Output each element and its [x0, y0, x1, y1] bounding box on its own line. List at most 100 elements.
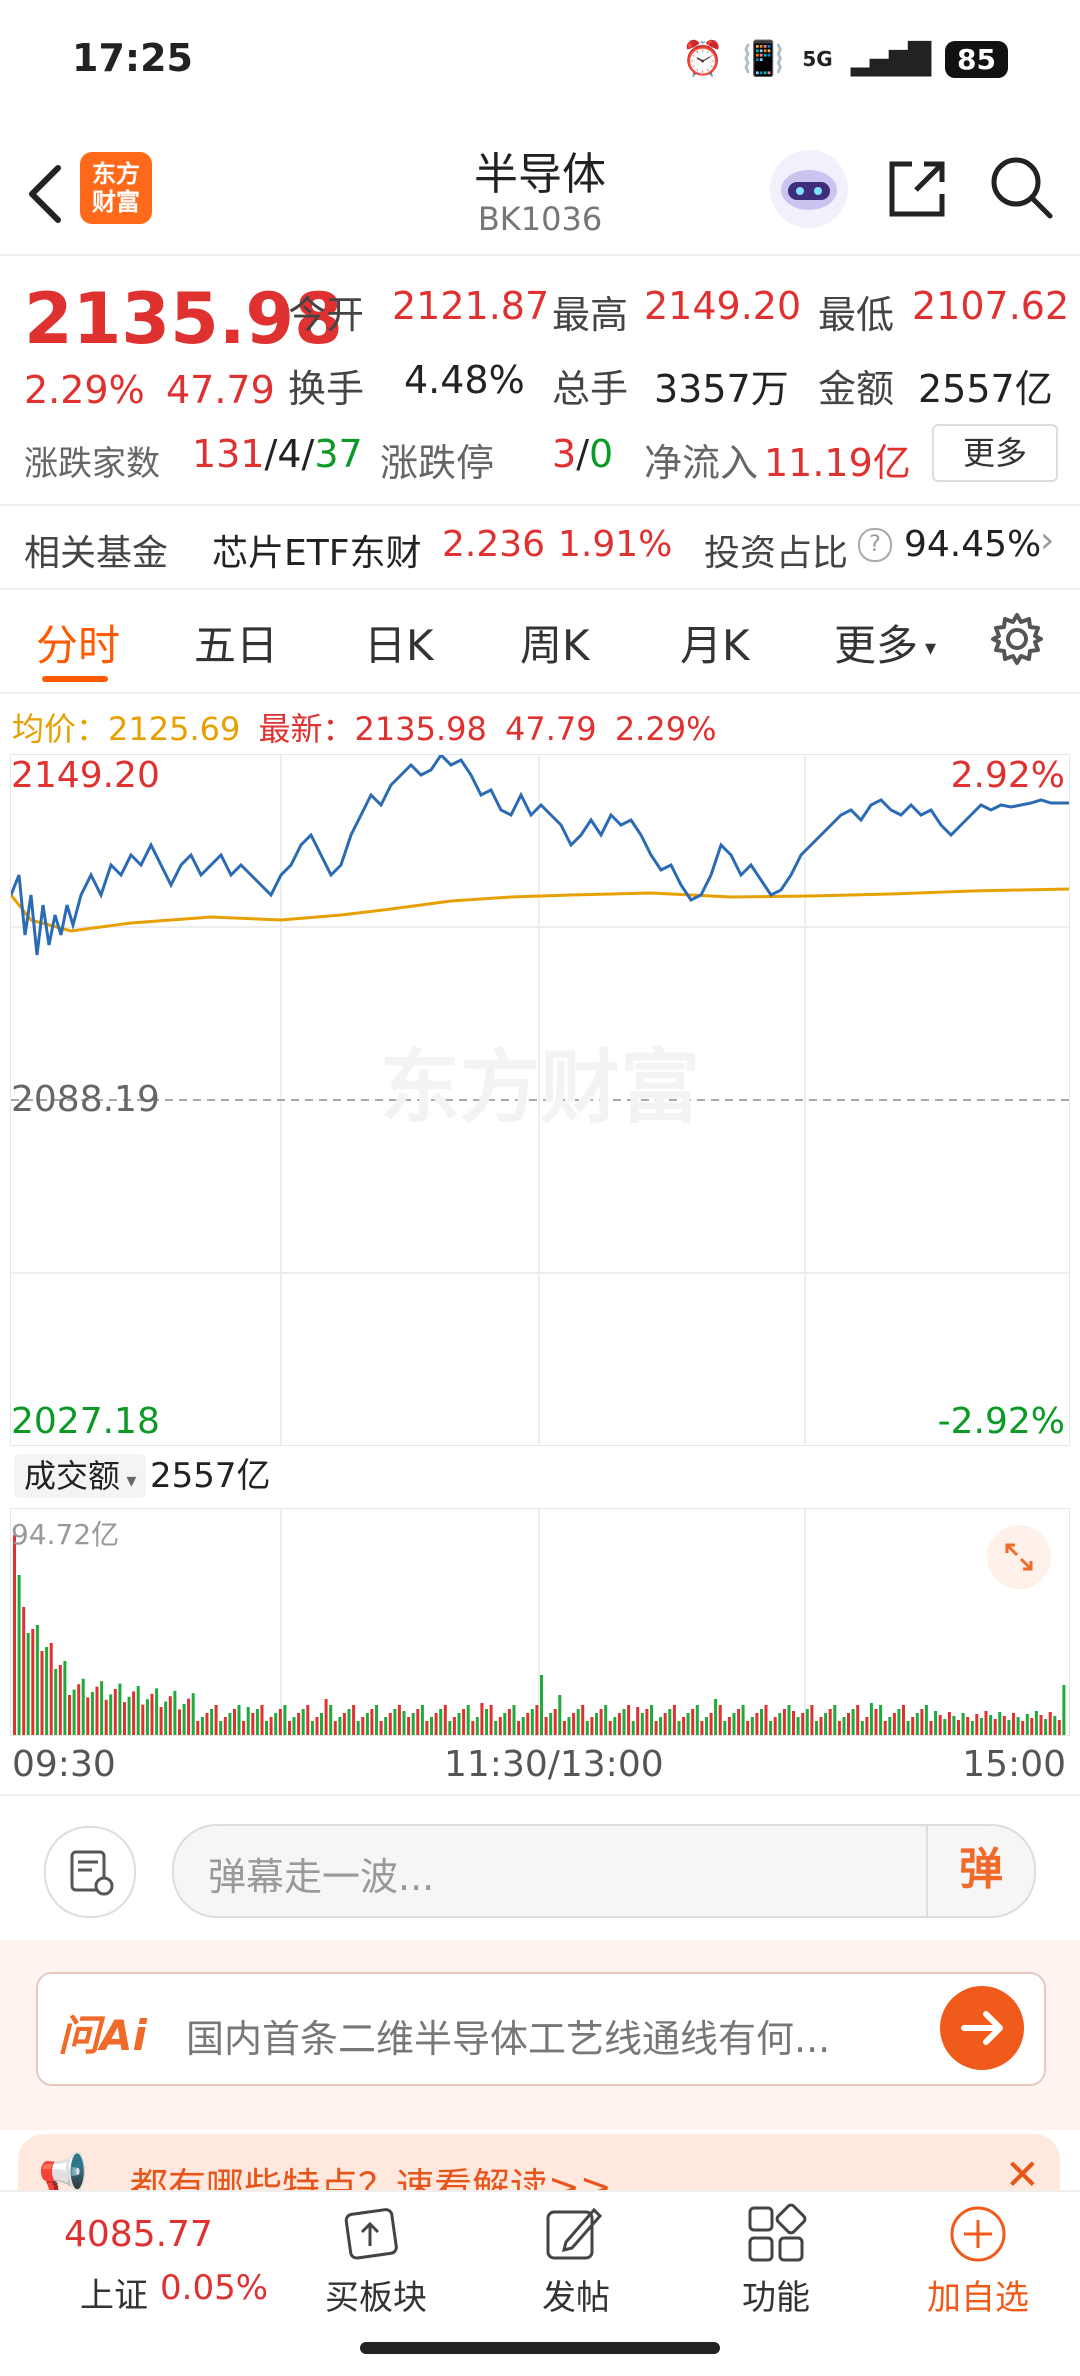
more-button[interactable]: 更多 — [932, 424, 1058, 482]
volume-bar — [879, 1705, 883, 1735]
nav-bar: 东方 财富 半导体 BK1036 — [0, 130, 1080, 256]
ai-label: 问Ai — [58, 2011, 147, 2060]
volume-bar — [498, 1717, 502, 1735]
volume-type-dropdown[interactable]: 成交额 ▾ — [14, 1454, 147, 1498]
volume-bar — [132, 1691, 136, 1735]
chart-info-line: 均价：2125.69 最新：2135.98 47.79 2.29% — [12, 704, 716, 750]
tab-five-day[interactable]: 五日 — [194, 621, 279, 670]
turnover-value: 4.48% — [404, 358, 525, 402]
share-icon[interactable] — [886, 158, 948, 220]
breadth-up: 131 — [192, 432, 265, 476]
volume-bar — [494, 1721, 498, 1735]
volume-bar — [727, 1717, 731, 1735]
fund-pct: 1.91% — [558, 524, 673, 565]
danmaku-send-button[interactable]: 弹 — [926, 1826, 1034, 1916]
volume-bar — [970, 1721, 974, 1735]
volume-bar — [892, 1713, 896, 1735]
volume-bar — [407, 1717, 411, 1735]
volume-bar — [576, 1709, 580, 1735]
volume-bar — [833, 1705, 837, 1735]
volume-bar — [952, 1716, 956, 1735]
volume-bar — [672, 1705, 676, 1735]
functions-icon — [748, 2203, 807, 2262]
index-pct: 0.05% — [160, 2268, 269, 2308]
settings-gear-icon[interactable] — [990, 612, 1044, 666]
buy-sector-button[interactable]: 买板块 — [325, 2278, 427, 2318]
volume-bar — [755, 1713, 759, 1735]
change-value: 47.79 — [166, 368, 275, 412]
volume-bar — [448, 1721, 452, 1735]
tab-daily-k[interactable]: 日K — [364, 621, 434, 670]
volume-bar — [342, 1713, 346, 1735]
status-bar: 17:25 ⏰ 📳 5G ▂▄▆█ 85 — [0, 0, 1080, 120]
search-icon[interactable] — [988, 154, 1054, 220]
y-mid-label: 2088.19 — [11, 1079, 160, 1120]
breadth-flat: 4 — [277, 432, 302, 476]
volume-bar — [425, 1721, 429, 1735]
volume-bar — [943, 1719, 947, 1735]
volume-bar — [196, 1721, 200, 1735]
fund-name[interactable]: 芯片ETF东财 — [212, 533, 422, 574]
volume-bar — [627, 1705, 631, 1735]
back-icon[interactable] — [24, 164, 64, 224]
volume-bar — [1025, 1714, 1029, 1735]
post-button[interactable]: 发帖 — [542, 2278, 610, 2318]
volume-bar — [705, 1717, 708, 1735]
danmaku-input[interactable]: 弹幕走一波... 弹 — [172, 1824, 1036, 1918]
volume-bar — [966, 1717, 970, 1735]
volume-bar — [86, 1697, 90, 1735]
volume-bar — [521, 1717, 525, 1735]
volume-bar — [246, 1707, 250, 1735]
volume-bar — [315, 1717, 319, 1735]
volume-bar — [686, 1713, 690, 1735]
volume-bar — [58, 1665, 62, 1735]
tab-more[interactable]: 更多 ▾ — [834, 612, 936, 673]
volume-bar — [590, 1717, 594, 1735]
buy-sector-icon — [344, 2208, 398, 2260]
volume-bar — [553, 1709, 557, 1735]
app-logo[interactable]: 东方 财富 — [80, 152, 152, 224]
tab-intraday[interactable]: 分时 — [36, 621, 121, 670]
volume-bar — [251, 1713, 255, 1735]
volume-bar — [13, 1535, 16, 1735]
volume-bar — [773, 1717, 777, 1735]
chevron-right-icon[interactable]: › — [1040, 520, 1055, 561]
volume-bar — [636, 1707, 640, 1735]
robot-assistant-icon[interactable] — [770, 150, 848, 228]
volume-bar — [182, 1704, 186, 1735]
tab-monthly-k[interactable]: 月K — [680, 621, 750, 670]
volume-bar — [292, 1717, 296, 1735]
volume-bar — [760, 1709, 763, 1735]
volume-bar — [63, 1661, 67, 1735]
index-widget[interactable]: 4085.77 — [64, 2214, 213, 2255]
volume-bar — [379, 1721, 383, 1735]
volume-bar — [164, 1701, 168, 1735]
volume-bar — [1048, 1712, 1052, 1735]
volume-bar — [572, 1713, 576, 1735]
volume-bar — [104, 1699, 108, 1735]
volume-bar — [562, 1721, 566, 1735]
intraday-chart[interactable]: 东方财富 2149.20 2.92% 2088.19 2027.18 -2.92… — [10, 754, 1070, 1446]
volume-bar — [934, 1711, 938, 1735]
help-icon[interactable]: ? — [858, 528, 892, 562]
volume-bar — [856, 1705, 860, 1735]
volume-bar — [709, 1713, 713, 1735]
status-icons: ⏰ 📳 5G ▂▄▆█ 85 — [682, 36, 1008, 82]
volume-bar — [306, 1705, 310, 1735]
tab-weekly-k[interactable]: 周K — [520, 621, 590, 670]
danmaku-list-icon[interactable] — [44, 1826, 136, 1918]
volume-chart[interactable]: 94.72亿 — [10, 1508, 1070, 1736]
ai-question-box[interactable]: 问Ai 国内首条二维半导体工艺线通线有何... — [36, 1972, 1046, 2086]
arrow-right-icon[interactable] — [940, 1986, 1024, 2070]
functions-button[interactable]: 功能 — [742, 2278, 810, 2318]
volume-bar — [1062, 1685, 1066, 1735]
volume-bar — [769, 1721, 773, 1735]
expand-icon[interactable] — [987, 1525, 1051, 1589]
y-min-label: 2027.18 — [11, 1401, 160, 1442]
volume-bar — [462, 1709, 466, 1735]
volume-label: 总手 — [552, 367, 629, 411]
add-watchlist-button[interactable]: 加自选 — [927, 2278, 1029, 2318]
volume-bar — [796, 1717, 800, 1735]
fund-label: 相关基金 — [24, 533, 169, 574]
volume-bar — [22, 1607, 26, 1735]
